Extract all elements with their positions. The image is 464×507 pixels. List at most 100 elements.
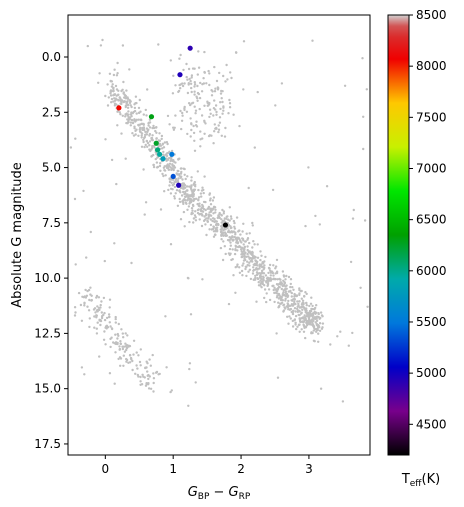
background-star xyxy=(242,243,245,246)
background-star xyxy=(188,194,191,197)
background-star xyxy=(228,206,231,209)
background-star xyxy=(214,104,218,107)
background-star xyxy=(295,307,299,310)
background-star xyxy=(212,196,216,199)
background-star xyxy=(122,354,126,357)
background-star xyxy=(126,334,129,337)
background-star xyxy=(198,205,201,208)
background-star xyxy=(169,187,173,190)
background-star xyxy=(278,277,281,281)
background-star xyxy=(115,182,118,186)
background-star xyxy=(208,102,211,106)
background-star xyxy=(300,328,303,331)
background-star xyxy=(117,89,120,93)
background-star xyxy=(248,261,251,264)
background-star xyxy=(269,274,272,277)
background-star xyxy=(213,99,216,102)
background-star xyxy=(175,172,178,175)
background-star xyxy=(206,207,210,210)
background-star xyxy=(291,319,294,323)
background-star xyxy=(110,158,114,162)
background-star xyxy=(315,311,318,314)
background-star xyxy=(128,116,131,119)
background-star xyxy=(228,247,232,251)
background-star xyxy=(181,187,185,190)
background-star xyxy=(87,288,91,292)
background-star xyxy=(179,186,183,190)
background-star xyxy=(216,88,220,91)
background-star xyxy=(118,345,121,348)
background-star xyxy=(179,176,182,179)
background-star xyxy=(126,103,129,107)
background-star xyxy=(143,128,146,132)
background-star xyxy=(300,297,303,300)
background-star xyxy=(221,208,224,212)
background-star xyxy=(192,217,196,220)
background-star xyxy=(104,94,107,98)
background-star xyxy=(219,92,223,95)
background-star xyxy=(192,221,195,224)
background-star xyxy=(107,313,111,316)
background-star xyxy=(222,74,225,78)
background-star xyxy=(219,101,222,104)
background-star xyxy=(302,324,306,327)
background-star xyxy=(275,296,279,299)
background-star xyxy=(227,229,230,232)
background-star xyxy=(166,165,169,168)
background-star xyxy=(114,315,117,319)
background-star xyxy=(183,105,186,109)
background-star xyxy=(251,224,254,227)
background-star xyxy=(220,227,224,230)
background-star xyxy=(286,315,289,318)
background-star xyxy=(117,322,121,326)
background-star xyxy=(200,206,203,210)
background-star xyxy=(88,325,91,329)
background-star xyxy=(279,298,283,302)
background-star xyxy=(290,295,293,298)
background-star xyxy=(142,138,145,142)
background-star xyxy=(100,300,103,303)
background-star xyxy=(114,317,117,321)
background-star xyxy=(179,83,182,86)
background-star xyxy=(163,169,166,172)
background-star xyxy=(114,84,118,88)
background-star xyxy=(169,243,173,246)
background-star xyxy=(142,168,145,171)
background-star xyxy=(189,82,193,86)
background-star xyxy=(100,316,104,320)
background-star xyxy=(211,199,215,202)
background-star xyxy=(315,319,319,322)
background-star xyxy=(107,315,111,319)
background-star xyxy=(171,92,175,95)
background-star xyxy=(147,387,151,390)
background-star xyxy=(298,300,301,303)
background-star xyxy=(148,140,152,143)
background-star xyxy=(242,222,245,225)
colorbar-tick-label: 8500 xyxy=(416,8,447,22)
background-star xyxy=(261,272,264,275)
background-star xyxy=(137,123,140,127)
background-star xyxy=(185,62,188,66)
background-star xyxy=(123,96,126,99)
background-star xyxy=(264,255,267,259)
background-star xyxy=(293,307,297,310)
background-star xyxy=(96,321,99,324)
background-star xyxy=(171,184,174,187)
background-star xyxy=(193,197,196,201)
background-star xyxy=(224,126,227,130)
background-star xyxy=(259,265,262,268)
background-star xyxy=(223,227,226,231)
x-tick-label: 3 xyxy=(305,462,313,476)
background-star xyxy=(317,324,320,328)
background-star xyxy=(234,244,237,247)
background-star xyxy=(196,97,199,100)
background-star xyxy=(159,162,162,165)
background-star xyxy=(241,237,244,240)
background-star xyxy=(197,188,200,192)
background-star xyxy=(233,221,236,225)
background-star xyxy=(248,241,251,245)
background-star xyxy=(319,311,323,314)
background-star xyxy=(193,105,196,108)
background-star xyxy=(254,259,258,263)
background-star xyxy=(259,272,262,276)
